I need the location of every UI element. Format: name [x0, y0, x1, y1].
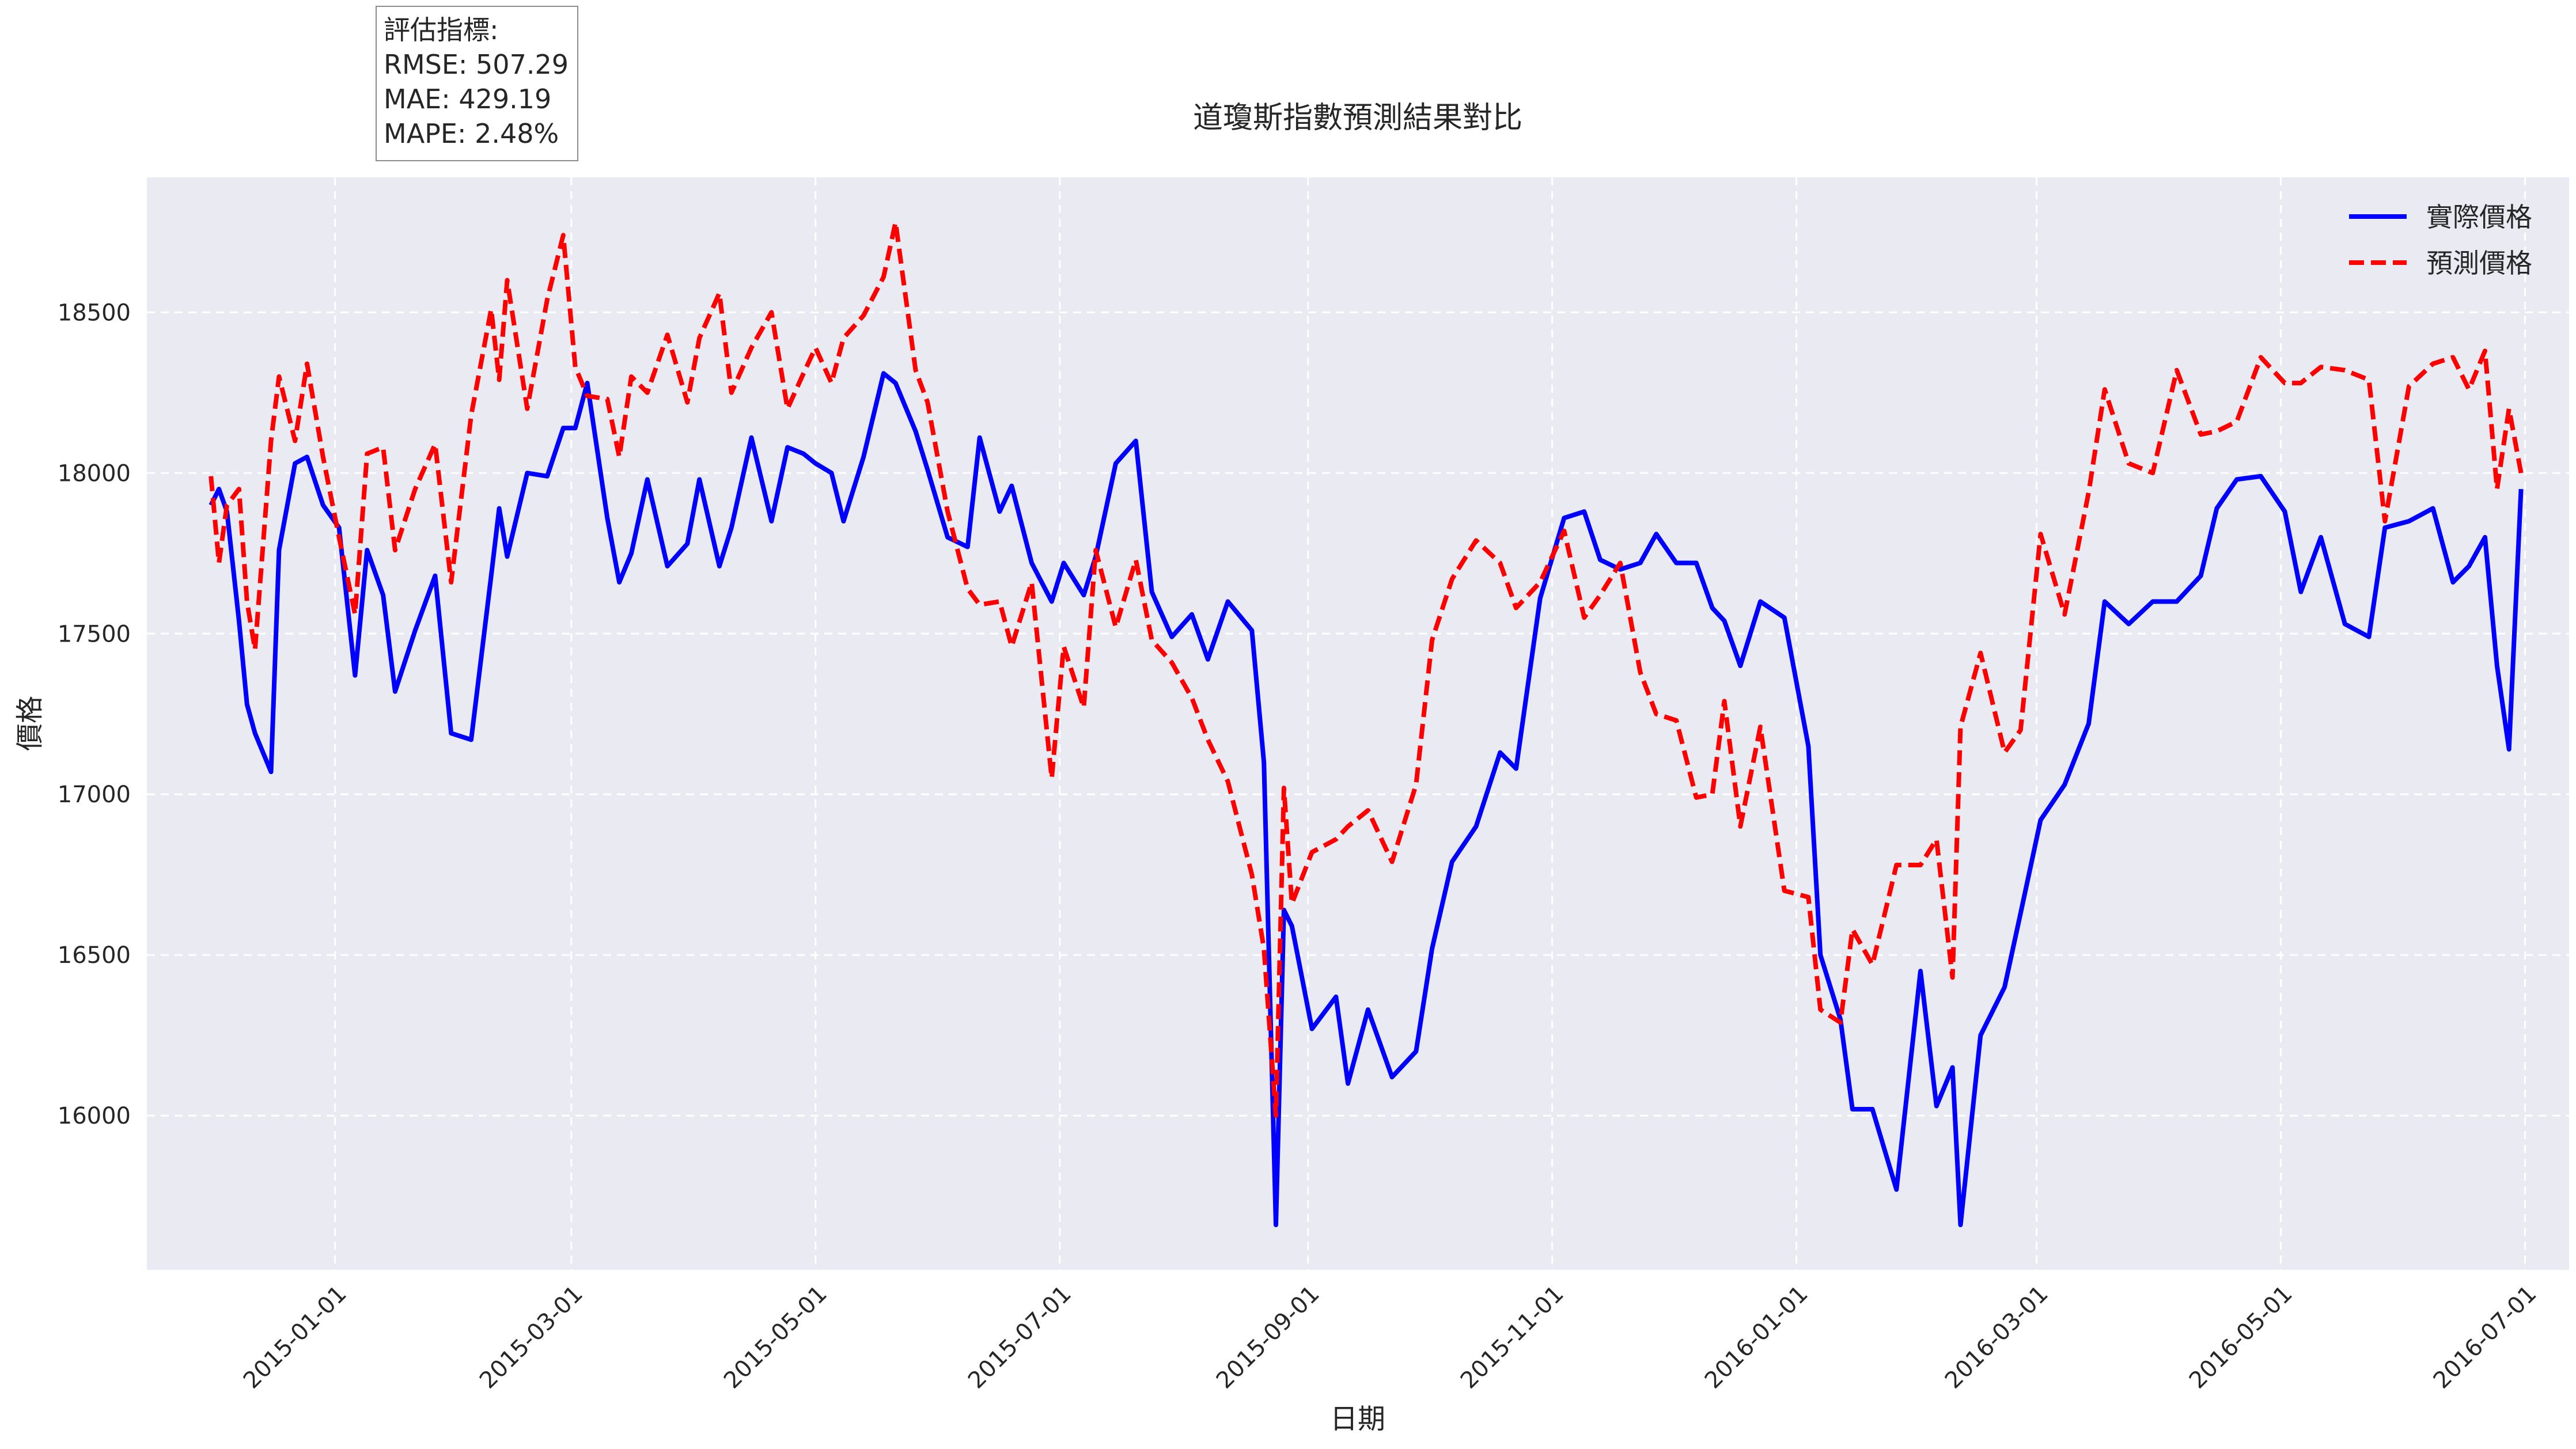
x-tick-label: 2016-07-01 — [2429, 1281, 2542, 1394]
legend-predicted-label: 預測價格 — [2426, 248, 2532, 279]
y-axis-title: 價格 — [14, 696, 46, 751]
y-tick-label: 18500 — [58, 299, 131, 326]
y-tick-label: 17500 — [58, 621, 131, 647]
y-tick-label: 16000 — [58, 1103, 131, 1129]
actual-price-line — [209, 371, 2524, 1227]
x-tick-label: 2016-03-01 — [1940, 1281, 2054, 1394]
x-axis-title: 日期 — [1330, 1403, 1385, 1435]
plot-area — [147, 177, 2569, 1270]
x-tick-label: 2015-09-01 — [1211, 1281, 1325, 1394]
x-tick-label: 2015-03-01 — [475, 1281, 588, 1394]
y-tick-label: 17000 — [58, 782, 131, 808]
metrics-box: 評估指標: RMSE: 507.29 MAE: 429.19 MAPE: 2.4… — [376, 6, 578, 161]
x-tick-label: 2015-05-01 — [719, 1281, 832, 1394]
x-tick-label: 2016-05-01 — [2184, 1281, 2298, 1394]
x-tick-label: 2015-01-01 — [238, 1281, 352, 1394]
metrics-mae: MAE: 429.19 — [384, 84, 552, 115]
x-tick-label: 2015-07-01 — [963, 1281, 1077, 1394]
legend: 實際價格 預測價格 — [2349, 202, 2532, 279]
x-tick-label: 2016-01-01 — [1700, 1281, 1813, 1394]
metrics-heading: 評估指標: — [384, 14, 499, 45]
y-tick-labels: 16000 16500 17000 17500 18000 18500 — [58, 299, 131, 1129]
x-tick-labels: 2015-01-01 2015-03-01 2015-05-01 2015-07-01… — [238, 1281, 2542, 1394]
x-gridlines — [334, 177, 2526, 1270]
x-tick-label: 2015-11-01 — [1456, 1281, 1569, 1394]
predicted-price-line — [209, 220, 2524, 1118]
metrics-mape: MAPE: 2.48% — [384, 118, 559, 149]
y-tick-label: 18000 — [58, 460, 131, 487]
y-tick-label: 16500 — [58, 942, 131, 969]
series-layer — [209, 220, 2524, 1227]
legend-actual-label: 實際價格 — [2426, 202, 2532, 233]
chart-title: 道瓊斯指數預測結果對比 — [1193, 101, 1522, 135]
metrics-rmse: RMSE: 507.29 — [384, 49, 569, 80]
